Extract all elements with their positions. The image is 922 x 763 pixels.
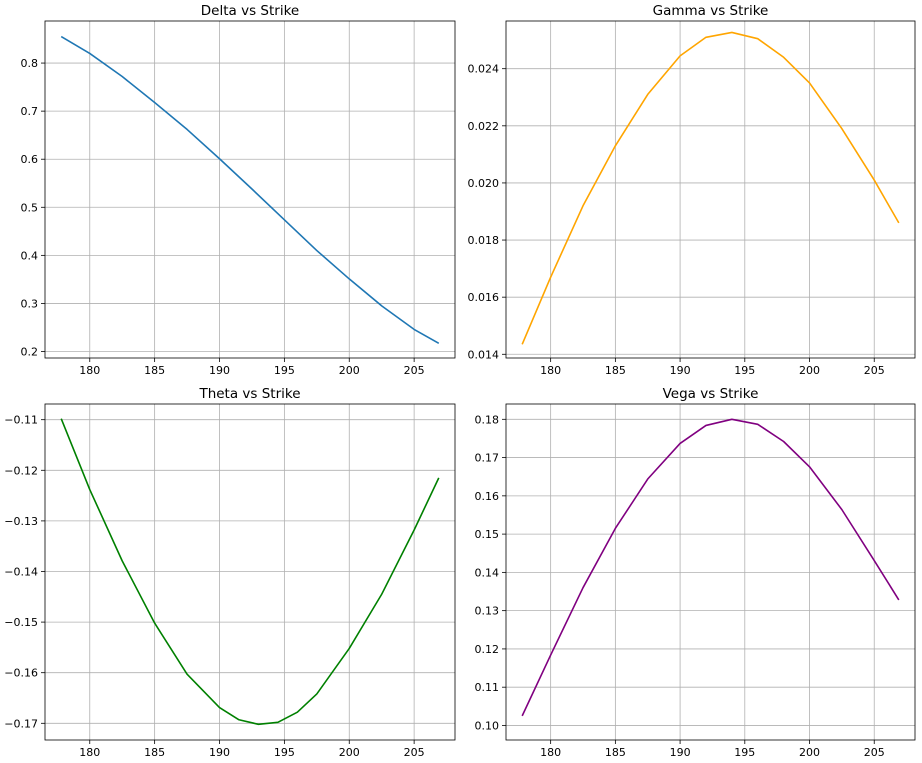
- subplot-theta: Theta vs Strike 180 185 190 195 200 205 −0.17 −…: [4, 386, 456, 759]
- x-tick-label: 205: [864, 364, 885, 377]
- x-tick-label: 190: [670, 364, 691, 377]
- x-tick-label: 200: [339, 364, 360, 377]
- x-tick-label: 190: [209, 746, 230, 759]
- y-tick-label: −0.11: [4, 414, 38, 427]
- y-tick-label: −0.17: [4, 717, 38, 730]
- subplot-title-theta: Theta vs Strike: [198, 386, 300, 402]
- y-tick-label: 0.5: [21, 201, 39, 214]
- x-tick-label: 205: [404, 746, 425, 759]
- x-tick-label: 195: [734, 746, 755, 759]
- subplot-title-gamma: Gamma vs Strike: [653, 3, 769, 19]
- x-tick-label: 185: [605, 746, 626, 759]
- y-tick-label: 0.022: [468, 120, 500, 133]
- x-tick-label: 205: [404, 364, 425, 377]
- y-tick-label: 0.18: [475, 413, 500, 426]
- y-tick-label: 0.8: [21, 57, 39, 70]
- y-tick-label: 0.016: [468, 291, 500, 304]
- y-tick-label: −0.16: [4, 667, 38, 680]
- series-line-delta: [60, 35, 440, 345]
- y-tick-label: 0.2: [21, 346, 39, 359]
- subplot-title-vega: Vega vs Strike: [663, 386, 759, 402]
- subplot-gamma: Gamma vs Strike 180 185 190 195 200 205 0.014 0…: [468, 3, 916, 377]
- y-tick-label: 0.6: [21, 153, 39, 166]
- x-tick-label: 200: [799, 746, 820, 759]
- y-tick-label: 0.17: [475, 452, 500, 465]
- y-tick-label: 0.7: [21, 105, 39, 118]
- subplot-delta: Delta vs Strike 180 185 190 195 200 205 0.2 0.3…: [21, 3, 456, 377]
- y-tick-label: 0.12: [475, 643, 500, 656]
- x-tick-label: 195: [274, 746, 295, 759]
- y-tick-label: 0.024: [468, 63, 500, 76]
- x-tick-label: 180: [540, 364, 561, 377]
- series-line-gamma: [521, 31, 900, 345]
- series-line-theta: [60, 418, 440, 726]
- x-tick-label: 195: [734, 364, 755, 377]
- y-tick-label: 0.020: [468, 177, 500, 190]
- y-tick-label: −0.15: [4, 616, 38, 629]
- x-tick-label: 180: [540, 746, 561, 759]
- x-tick-label: 200: [339, 746, 360, 759]
- x-tick-label: 195: [274, 364, 295, 377]
- x-tick-label: 185: [605, 364, 626, 377]
- y-tick-label: 0.11: [475, 681, 500, 694]
- subplot-title-delta: Delta vs Strike: [201, 3, 299, 19]
- x-tick-label: 185: [144, 364, 165, 377]
- y-tick-label: 0.16: [475, 490, 500, 503]
- y-tick-label: −0.14: [4, 565, 38, 578]
- x-tick-label: 185: [144, 746, 165, 759]
- series-line-vega: [521, 418, 900, 717]
- y-tick-label: 0.10: [475, 719, 500, 732]
- y-tick-label: −0.12: [4, 464, 38, 477]
- axes-frame-delta: [44, 20, 456, 359]
- axes-frame-theta: [44, 403, 456, 741]
- x-tick-label: 205: [864, 746, 885, 759]
- y-tick-label: 0.14: [475, 566, 500, 579]
- x-tick-label: 180: [79, 746, 100, 759]
- x-tick-label: 190: [670, 746, 691, 759]
- x-tick-label: 180: [79, 364, 100, 377]
- y-tick-label: 0.3: [21, 297, 39, 310]
- y-tick-label: 0.4: [21, 249, 39, 262]
- y-tick-label: −0.13: [4, 515, 38, 528]
- subplot-vega: Vega vs Strike 180 185 190 195 200 205 0.10 0.1…: [475, 386, 916, 759]
- y-tick-label: 0.018: [468, 234, 500, 247]
- y-tick-label: 0.13: [475, 605, 500, 618]
- y-tick-label: 0.014: [468, 348, 500, 361]
- x-tick-label: 190: [209, 364, 230, 377]
- y-tick-label: 0.15: [475, 528, 500, 541]
- axes-frame-gamma: [505, 20, 916, 359]
- x-tick-label: 200: [799, 364, 820, 377]
